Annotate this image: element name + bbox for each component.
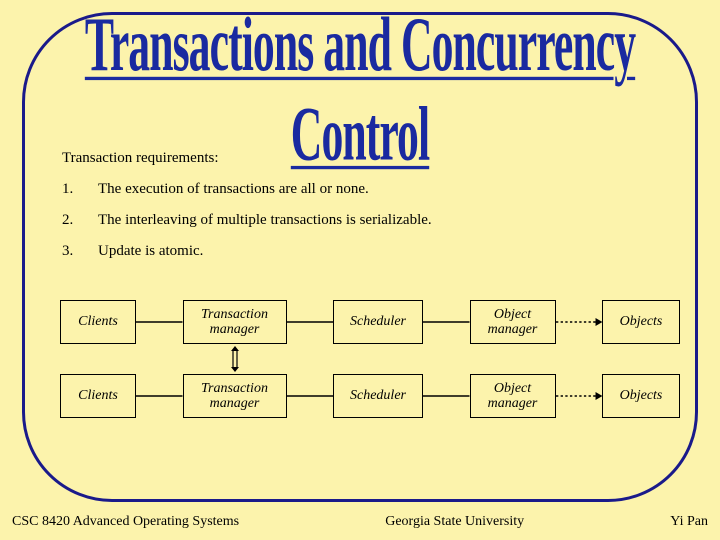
edge-dashed [556,321,603,323]
item-text: The interleaving of multiple transaction… [98,212,432,229]
footer-center: Georgia State University [385,514,524,530]
node-label: manager [210,322,260,337]
requirements-block: Transaction requirements: 1. The executi… [62,150,662,274]
edge [423,395,470,397]
node-label: Transaction [201,381,268,396]
pipeline-row: Clients Transaction manager Scheduler Ob… [60,374,680,418]
footer-right: Yi Pan [670,514,708,530]
node-label: Transaction [201,307,268,322]
node-objects: Objects [602,374,680,418]
node-label: Object [494,307,531,322]
slide-footer: CSC 8420 Advanced Operating Systems Geor… [0,514,720,530]
vertical-double-arrow [228,346,242,372]
edge [136,395,183,397]
title-container: Transactions and Concurrency Control [0,36,720,144]
flowchart: Clients Transaction manager Scheduler Ob… [60,300,680,448]
list-item: 2. The interleaving of multiple transact… [62,212,662,229]
item-text: The execution of transactions are all or… [98,181,369,198]
node-label: manager [488,322,538,337]
node-transaction-manager: Transaction manager [183,374,287,418]
footer-left: CSC 8420 Advanced Operating Systems [12,514,239,530]
requirements-list: 1. The execution of transactions are all… [62,181,662,260]
node-label: manager [210,396,260,411]
item-text: Update is atomic. [98,243,203,260]
node-clients: Clients [60,300,136,344]
item-number: 2. [62,212,98,229]
node-transaction-manager: Transaction manager [183,300,287,344]
node-clients: Clients [60,374,136,418]
pipeline-row: Clients Transaction manager Scheduler Ob… [60,300,680,344]
edge-dashed [556,395,603,397]
node-label: Object [494,381,531,396]
list-item: 3. Update is atomic. [62,243,662,260]
node-object-manager: Object manager [470,374,556,418]
node-object-manager: Object manager [470,300,556,344]
node-scheduler: Scheduler [333,300,423,344]
edge [136,321,183,323]
edge [287,321,334,323]
node-objects: Objects [602,300,680,344]
node-scheduler: Scheduler [333,374,423,418]
requirements-heading: Transaction requirements: [62,150,662,167]
edge [423,321,470,323]
list-item: 1. The execution of transactions are all… [62,181,662,198]
node-label: manager [488,396,538,411]
item-number: 1. [62,181,98,198]
item-number: 3. [62,243,98,260]
edge [287,395,334,397]
